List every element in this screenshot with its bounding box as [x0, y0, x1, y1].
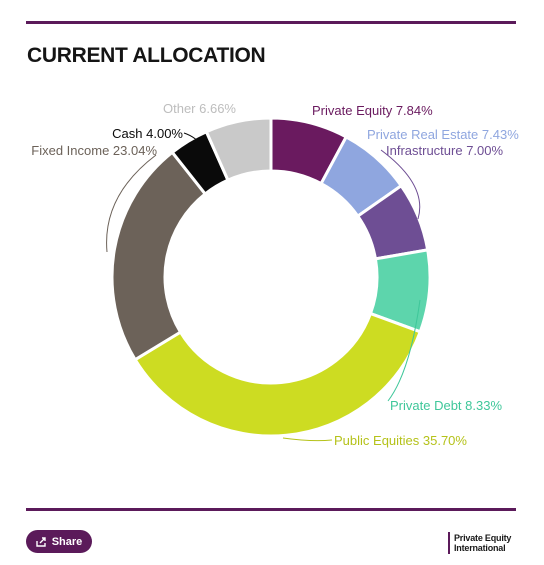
brand-line-1: Private Equity [454, 533, 512, 543]
slice-label-private-equity: Private Equity 7.84% [312, 103, 433, 118]
slice-fixed-income[interactable] [110, 150, 208, 362]
slice-label-cash: Cash 4.00% [112, 126, 183, 141]
slice-label-public-equities: Public Equities 35.70% [334, 433, 467, 448]
share-icon [36, 536, 47, 547]
slice-label-other: Other 6.66% [163, 101, 236, 116]
leader-line-public-equities [282, 437, 333, 442]
top-divider [26, 21, 516, 24]
share-label: Share [51, 535, 83, 548]
chart-title: CURRENT ALLOCATION [27, 44, 266, 67]
brand-logo: Private Equity International [448, 532, 511, 554]
slice-label-private-debt: Private Debt 8.33% [390, 398, 502, 413]
leader-line-fixed-income [106, 154, 157, 253]
brand-bar [448, 532, 450, 554]
leader-line-cash [183, 132, 204, 148]
slice-label-fixed-income: Fixed Income 23.04% [31, 143, 157, 158]
brand-line-2: International [454, 543, 506, 553]
slice-public-equities[interactable] [133, 311, 423, 438]
share-button[interactable]: Share [26, 530, 92, 553]
leader-line-infrastructure [380, 149, 421, 220]
leader-line-private-debt [387, 299, 421, 402]
slice-label-infrastructure: Infrastructure 7.00% [386, 143, 503, 158]
slice-other[interactable] [204, 116, 273, 183]
slice-label-private-real-estate: Private Real Estate 7.43% [367, 127, 519, 142]
bottom-divider [26, 508, 516, 511]
